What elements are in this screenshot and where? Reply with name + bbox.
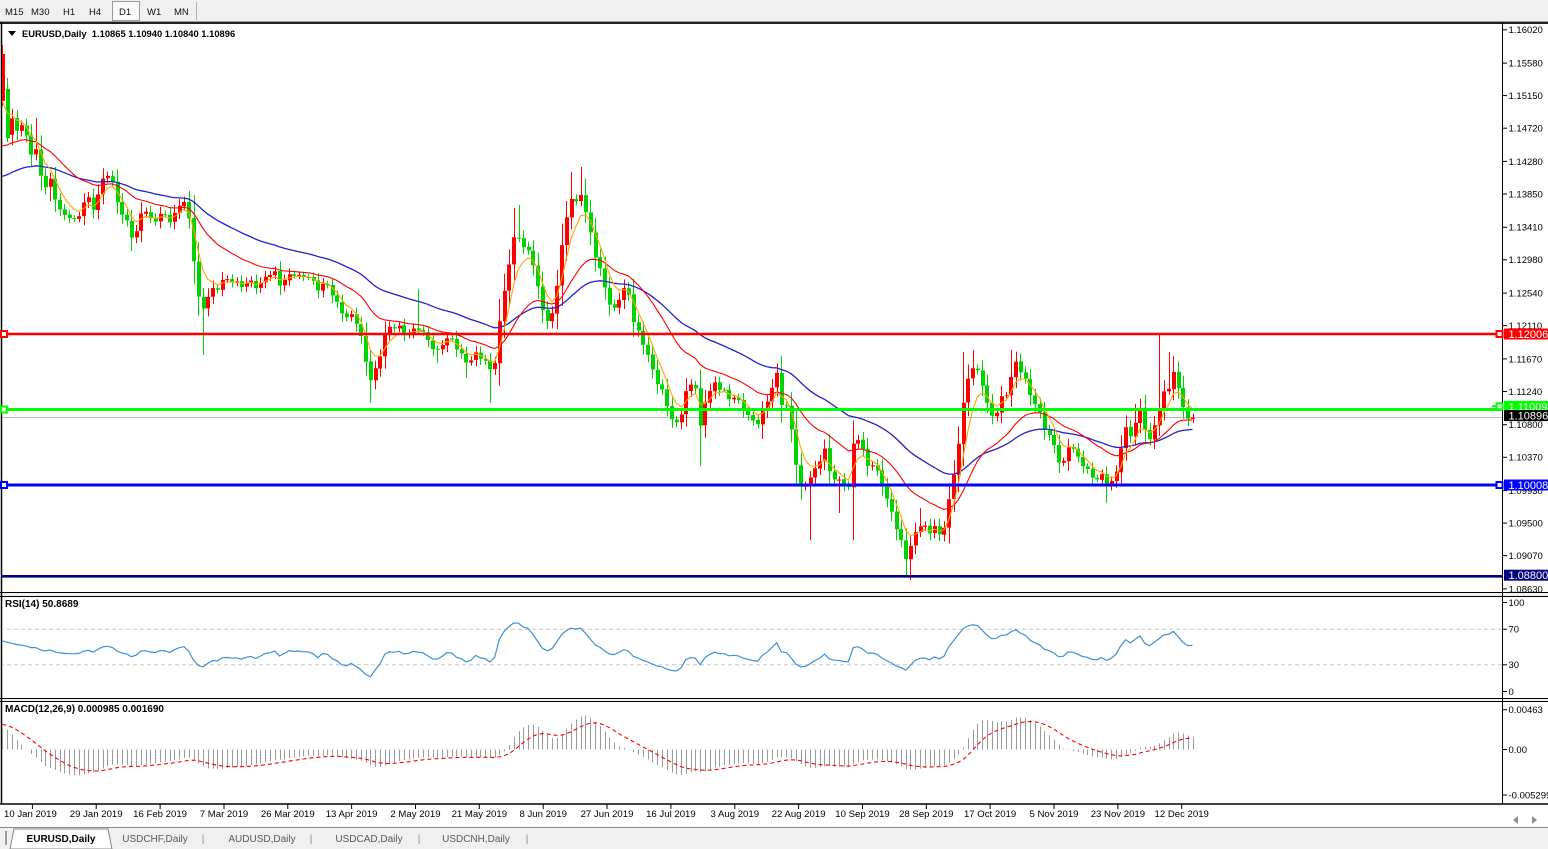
- svg-text:1.15150: 1.15150: [1509, 91, 1543, 102]
- svg-text:3 Aug 2019: 3 Aug 2019: [711, 809, 760, 820]
- svg-text:MACD(12,26,9) 0.000985 0.00169: MACD(12,26,9) 0.000985 0.001690: [5, 704, 164, 715]
- svg-text:1.09930: 1.09930: [1509, 486, 1543, 497]
- svg-text:1.08800: 1.08800: [1509, 570, 1548, 582]
- svg-text:10 Sep 2019: 10 Sep 2019: [835, 809, 889, 820]
- svg-text:28 Sep 2019: 28 Sep 2019: [899, 809, 953, 820]
- svg-text:0.00463: 0.00463: [1509, 705, 1543, 716]
- svg-text:1.10370: 1.10370: [1509, 453, 1543, 464]
- svg-text:1.09070: 1.09070: [1509, 551, 1543, 562]
- svg-text:USDCHF,Daily: USDCHF,Daily: [122, 834, 188, 845]
- svg-text:1.12006: 1.12006: [1509, 329, 1548, 341]
- svg-text:EURUSD,Daily: EURUSD,Daily: [27, 834, 96, 845]
- svg-text:1.09500: 1.09500: [1509, 519, 1543, 530]
- svg-text:1.13410: 1.13410: [1509, 223, 1543, 234]
- svg-text:8 Jun 2019: 8 Jun 2019: [519, 809, 566, 820]
- svg-text:1.12980: 1.12980: [1509, 255, 1543, 266]
- svg-text:16 Jul 2019: 16 Jul 2019: [646, 809, 696, 820]
- svg-text:1.10008: 1.10008: [1509, 480, 1548, 492]
- svg-text:EURUSD,Daily 1.10865 1.10940: EURUSD,Daily 1.10865 1.10940 1.10840 1.1…: [22, 28, 235, 39]
- svg-text:1.11240: 1.11240: [1509, 387, 1543, 398]
- svg-text:AUDUSD,Daily: AUDUSD,Daily: [228, 834, 295, 845]
- svg-text:D1: D1: [119, 7, 131, 18]
- svg-text:26 Mar 2019: 26 Mar 2019: [261, 809, 315, 820]
- svg-text:22 Aug 2019: 22 Aug 2019: [772, 809, 826, 820]
- svg-text:1.12110: 1.12110: [1509, 321, 1543, 332]
- svg-text:|: |: [418, 834, 421, 845]
- svg-text:5 Nov 2019: 5 Nov 2019: [1029, 809, 1078, 820]
- svg-text:7 Mar 2019: 7 Mar 2019: [200, 809, 249, 820]
- svg-text:H4: H4: [89, 7, 101, 18]
- svg-text:13 Apr 2019: 13 Apr 2019: [326, 809, 378, 820]
- svg-text:16 Feb 2019: 16 Feb 2019: [133, 809, 187, 820]
- svg-text:1.14720: 1.14720: [1509, 124, 1543, 135]
- svg-text:1.11670: 1.11670: [1509, 354, 1543, 365]
- svg-text:30: 30: [1509, 660, 1520, 671]
- svg-text:|: |: [526, 834, 529, 845]
- svg-text:USDCAD,Daily: USDCAD,Daily: [335, 834, 402, 845]
- svg-text:1.13850: 1.13850: [1509, 189, 1543, 200]
- svg-text:29 Jan 2019: 29 Jan 2019: [70, 809, 123, 820]
- svg-text:W1: W1: [147, 7, 161, 18]
- svg-text:1.14280: 1.14280: [1509, 157, 1543, 168]
- svg-text:1.08630: 1.08630: [1509, 584, 1543, 595]
- svg-text:0: 0: [1509, 687, 1514, 698]
- svg-text:23 Nov 2019: 23 Nov 2019: [1091, 809, 1145, 820]
- svg-text:21 May 2019: 21 May 2019: [452, 809, 507, 820]
- svg-text:1.12540: 1.12540: [1509, 289, 1543, 300]
- svg-text:RSI(14) 50.8689: RSI(14) 50.8689: [5, 599, 79, 610]
- svg-text:H1: H1: [63, 7, 75, 18]
- svg-text:|: |: [310, 834, 313, 845]
- svg-text:-0.005299: -0.005299: [1509, 790, 1548, 801]
- svg-text:1.10896: 1.10896: [1509, 411, 1548, 423]
- svg-text:100: 100: [1509, 598, 1525, 609]
- svg-text:M15: M15: [5, 7, 23, 18]
- svg-text:1.10800: 1.10800: [1509, 420, 1543, 431]
- svg-text:0.00: 0.00: [1509, 745, 1528, 756]
- svg-text:2 May 2019: 2 May 2019: [390, 809, 440, 820]
- svg-text:M30: M30: [31, 7, 49, 18]
- svg-text:1.16020: 1.16020: [1509, 25, 1543, 36]
- svg-text:10 Jan 2019: 10 Jan 2019: [4, 809, 57, 820]
- svg-text:12 Dec 2019: 12 Dec 2019: [1154, 809, 1208, 820]
- svg-text:|: |: [202, 834, 205, 845]
- svg-text:USDCNH,Daily: USDCNH,Daily: [442, 834, 510, 845]
- svg-text:MN: MN: [174, 7, 189, 18]
- svg-text:27 Jun 2019: 27 Jun 2019: [581, 809, 634, 820]
- svg-text:17 Oct 2019: 17 Oct 2019: [964, 809, 1016, 820]
- svg-text:70: 70: [1509, 625, 1520, 636]
- svg-text:1.15580: 1.15580: [1509, 59, 1543, 70]
